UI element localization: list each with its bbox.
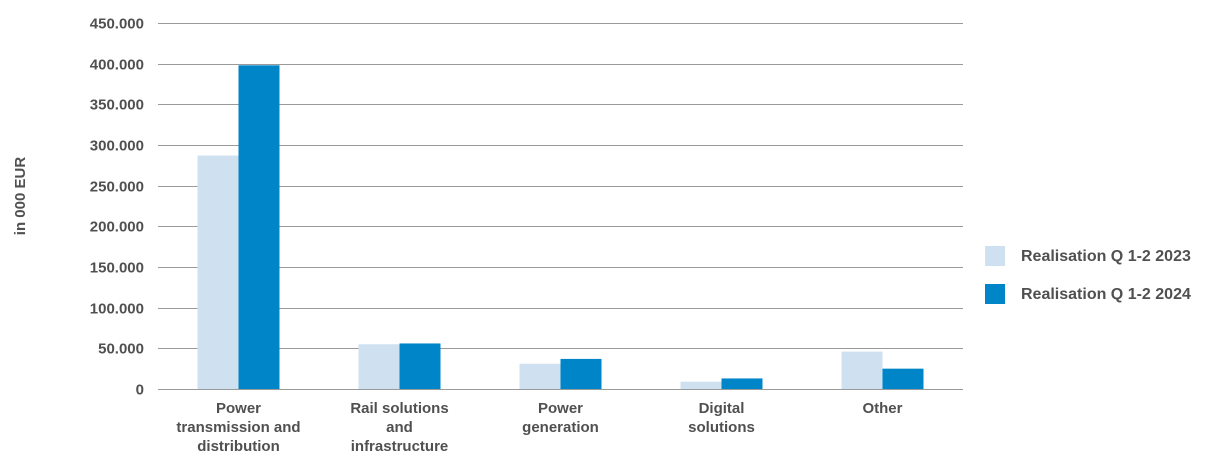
y-tick-label: 350.000 [90, 97, 144, 114]
x-category-label: Power generation [522, 400, 599, 436]
bar [400, 343, 441, 389]
bar [239, 65, 280, 389]
y-tick-label: 250.000 [90, 179, 144, 196]
y-tick-label: 400.000 [90, 57, 144, 74]
y-axis-title: in 000 EUR [12, 157, 29, 236]
x-axis-categories: Power transmission and distribution Rail so… [176, 400, 902, 455]
bar [359, 344, 400, 389]
legend-label: Realisation Q 1-2 2024 [1021, 286, 1191, 303]
y-tick-label: 150.000 [90, 260, 144, 277]
y-tick-label: 200.000 [90, 219, 144, 236]
bar [681, 382, 722, 389]
x-category-label-line: Digital [699, 400, 745, 417]
y-tick-label: 0 [136, 382, 144, 399]
x-category-label-line: solutions [688, 419, 755, 436]
x-category-label: Rail solutions and infrastructure [350, 400, 448, 455]
x-category-label-line: Rail solutions [350, 400, 448, 417]
x-category-label: Other [862, 400, 902, 417]
x-category-label-line: Power [538, 400, 583, 417]
x-category-label: Digital solutions [688, 400, 755, 436]
x-category-label-line: transmission and [176, 419, 300, 436]
y-tick-label: 50.000 [98, 341, 144, 358]
x-category-label-line: distribution [197, 438, 280, 455]
bars [198, 65, 924, 389]
x-category-label-line: infrastructure [351, 438, 449, 455]
x-category-label-line: and [386, 419, 413, 436]
bar [842, 352, 883, 389]
x-category-label-line: Power [216, 400, 261, 417]
bar [883, 369, 924, 389]
y-tick-label: 100.000 [90, 301, 144, 318]
x-category-label-line: Other [862, 400, 902, 417]
x-category-label-line: generation [522, 419, 599, 436]
y-tick-label: 300.000 [90, 138, 144, 155]
bar [520, 364, 561, 389]
bar [722, 378, 763, 389]
legend: Realisation Q 1-2 2023 Realisation Q 1-2 … [985, 246, 1191, 304]
legend-swatch [985, 284, 1005, 304]
bar [198, 156, 239, 389]
legend-swatch [985, 246, 1005, 266]
bar [561, 359, 602, 389]
legend-label: Realisation Q 1-2 2023 [1021, 248, 1191, 265]
x-category-label: Power transmission and distribution [176, 400, 300, 455]
y-axis-ticks: 0 50.000 100.000 150.000 200.000 250.000 300.0… [90, 16, 144, 399]
y-tick-label: 450.000 [90, 16, 144, 33]
